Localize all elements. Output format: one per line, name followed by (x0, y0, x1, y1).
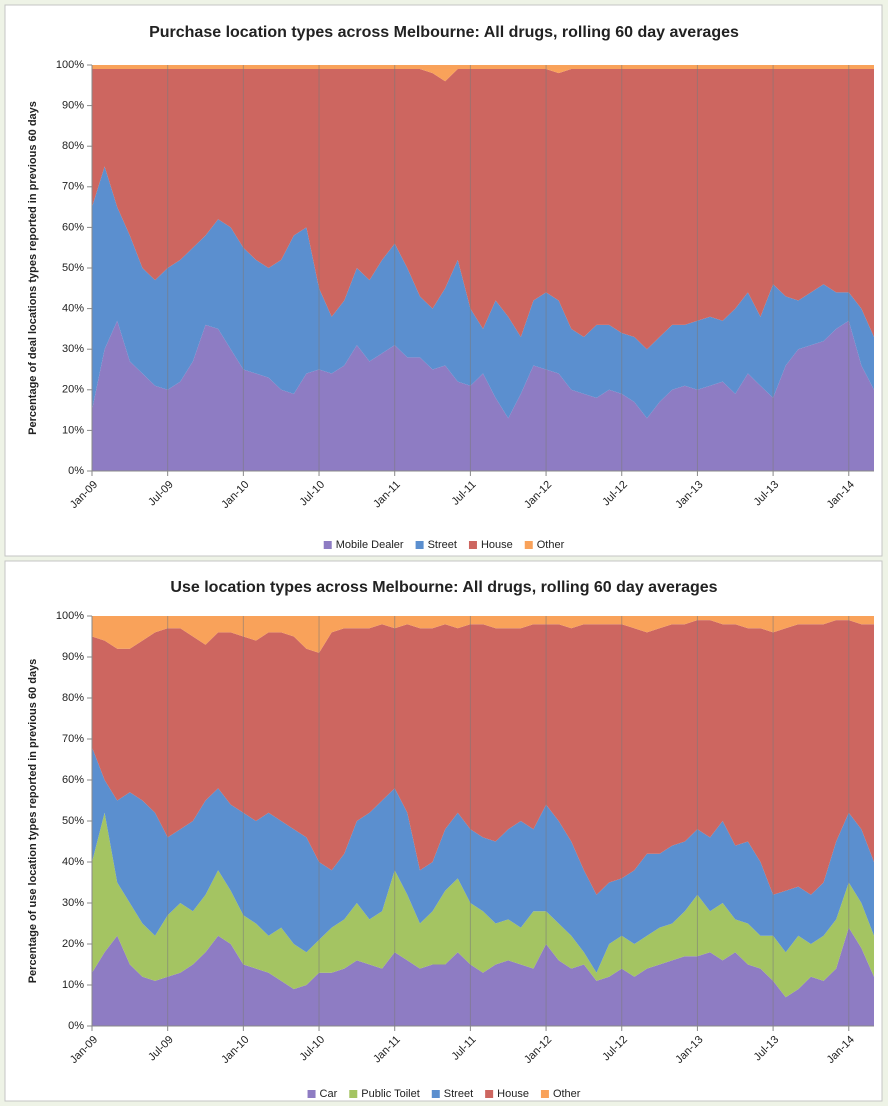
y-tick-label: 70% (62, 181, 84, 193)
y-tick-label: 70% (62, 733, 84, 745)
legend-swatch (323, 541, 332, 549)
legend-label: Street (428, 539, 457, 551)
legend-label: Public Toilet (361, 1088, 420, 1100)
legend-swatch (349, 1090, 358, 1098)
y-tick-label: 10% (62, 979, 84, 991)
legend-label: Mobile Dealer (336, 539, 404, 551)
y-axis-label: Percentage of deal locations types repor… (27, 101, 39, 435)
y-tick-label: 10% (62, 424, 84, 436)
legend-label: Street (444, 1088, 473, 1100)
y-tick-label: 40% (62, 303, 84, 315)
legend-label: Car (320, 1088, 338, 1100)
y-tick-label: 80% (62, 140, 84, 152)
y-tick-label: 20% (62, 938, 84, 950)
legend-swatch (415, 541, 424, 549)
legend-swatch (431, 1090, 440, 1098)
area (92, 616, 874, 653)
y-tick-label: 90% (62, 651, 84, 663)
legend-swatch (468, 541, 477, 549)
y-tick-label: 50% (62, 262, 84, 274)
chart-title: Use location types across Melbourne: All… (170, 579, 717, 596)
area (92, 927, 874, 1026)
legend-label: House (497, 1088, 529, 1100)
y-tick-label: 40% (62, 856, 84, 868)
area (92, 320, 874, 471)
area (92, 812, 874, 998)
chart-title: Purchase location types across Melbourne… (149, 24, 739, 41)
y-tick-label: 90% (62, 100, 84, 112)
y-tick-label: 100% (56, 610, 84, 622)
y-axis-label: Percentage of use location types reporte… (27, 659, 39, 984)
legend-swatch (485, 1090, 494, 1098)
y-tick-label: 20% (62, 384, 84, 396)
area (92, 747, 874, 973)
y-tick-label: 60% (62, 221, 84, 233)
y-tick-label: 30% (62, 343, 84, 355)
y-tick-label: 60% (62, 774, 84, 786)
legend-label: Other (537, 539, 565, 551)
y-tick-label: 100% (56, 59, 84, 71)
legend-swatch (540, 1090, 549, 1098)
legend-swatch (524, 541, 533, 549)
legend-label: House (481, 539, 513, 551)
area (92, 166, 874, 419)
area (92, 69, 874, 350)
legend-swatch (307, 1090, 316, 1098)
area (92, 65, 874, 82)
y-tick-label: 0% (68, 1020, 84, 1032)
y-tick-label: 50% (62, 815, 84, 827)
legend-label: Other (553, 1088, 581, 1100)
y-tick-label: 80% (62, 692, 84, 704)
area (92, 620, 874, 895)
y-tick-label: 0% (68, 465, 84, 477)
y-tick-label: 30% (62, 897, 84, 909)
